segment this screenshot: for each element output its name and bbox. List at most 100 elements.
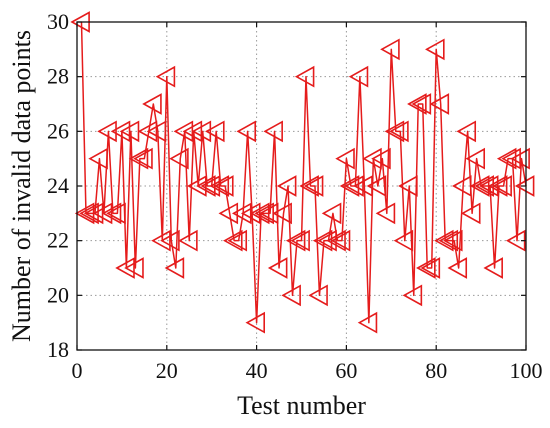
data-point-marker xyxy=(258,202,279,225)
data-point-marker xyxy=(281,284,301,307)
data-point-marker xyxy=(276,175,297,197)
x-axis-label: Test number xyxy=(237,391,366,420)
series-layer xyxy=(70,11,535,334)
data-point-marker xyxy=(249,202,270,225)
data-point-marker xyxy=(438,229,459,252)
data-point-marker xyxy=(146,120,167,143)
data-point-marker xyxy=(443,229,463,252)
y-tick-label: 20 xyxy=(47,282,69,307)
data-point-marker xyxy=(326,229,346,252)
data-point-marker xyxy=(371,147,391,170)
data-point-marker xyxy=(294,65,315,88)
y-tick-label: 18 xyxy=(47,337,69,362)
data-point-marker xyxy=(434,229,454,252)
data-point-marker xyxy=(101,202,122,225)
data-point-marker xyxy=(191,120,212,143)
data-point-marker xyxy=(142,93,162,115)
data-point-marker xyxy=(137,120,158,143)
data-point-marker xyxy=(227,229,248,252)
data-point-marker xyxy=(384,120,405,143)
data-point-marker xyxy=(456,120,477,143)
data-point-marker xyxy=(447,257,468,279)
y-tick-label: 24 xyxy=(47,173,69,198)
data-point-marker xyxy=(236,120,257,143)
data-point-marker xyxy=(178,229,198,252)
data-point-marker xyxy=(79,202,99,225)
data-point-marker xyxy=(407,93,427,115)
x-tick-label: 40 xyxy=(246,358,268,383)
data-point-marker xyxy=(200,175,221,197)
data-point-marker xyxy=(164,257,185,279)
x-tick-label: 0 xyxy=(72,358,83,383)
data-point-marker xyxy=(330,229,351,252)
data-point-marker xyxy=(169,147,189,170)
data-point-marker xyxy=(478,175,499,197)
y-axis-label: Number of invalid data points xyxy=(7,30,36,342)
data-point-marker xyxy=(420,257,441,279)
data-point-marker xyxy=(106,202,126,225)
data-point-marker xyxy=(92,202,113,225)
data-point-marker xyxy=(510,147,530,170)
data-point-marker xyxy=(299,175,319,197)
data-point-marker xyxy=(487,175,508,197)
data-point-marker xyxy=(483,257,503,279)
data-point-marker xyxy=(366,175,387,197)
y-tick-label: 26 xyxy=(47,118,69,143)
data-point-marker xyxy=(133,147,153,170)
y-tick-label: 22 xyxy=(47,228,69,253)
data-point-marker xyxy=(155,65,176,88)
data-point-marker xyxy=(267,257,288,279)
data-point-marker xyxy=(214,175,234,197)
data-point-marker xyxy=(393,229,414,252)
data-point-marker xyxy=(425,38,445,61)
data-point-marker xyxy=(353,175,373,197)
data-point-marker xyxy=(128,147,149,170)
data-point-marker xyxy=(88,147,108,170)
data-point-marker xyxy=(429,93,450,115)
y-tick-label: 28 xyxy=(47,64,69,89)
data-point-marker xyxy=(115,257,135,279)
data-point-marker xyxy=(308,284,328,307)
data-point-marker xyxy=(205,120,225,143)
data-point-marker xyxy=(465,147,486,170)
x-tick-label: 80 xyxy=(425,358,447,383)
data-point-marker xyxy=(182,120,203,143)
y-tick-label: 30 xyxy=(47,9,69,34)
data-point-marker xyxy=(402,284,423,307)
data-point-marker xyxy=(460,202,481,225)
data-point-marker xyxy=(321,202,342,225)
data-point-marker xyxy=(151,229,171,252)
data-point-marker xyxy=(335,147,355,170)
data-point-marker xyxy=(344,175,364,197)
data-point-marker xyxy=(110,120,131,143)
data-point-marker xyxy=(187,175,207,197)
data-point-marker xyxy=(389,120,409,143)
series-line xyxy=(80,21,527,324)
data-point-marker xyxy=(496,147,517,170)
data-point-marker xyxy=(285,229,306,252)
data-point-marker xyxy=(501,147,521,170)
x-tick-label: 60 xyxy=(335,358,357,383)
data-point-marker xyxy=(339,175,360,197)
data-point-marker xyxy=(272,202,292,225)
data-point-marker xyxy=(124,257,144,279)
x-tick-label: 100 xyxy=(510,358,543,383)
data-point-marker xyxy=(398,175,418,197)
data-point-marker xyxy=(97,120,117,143)
data-point-marker xyxy=(375,202,396,225)
data-point-marker xyxy=(317,229,337,252)
x-tick-label: 20 xyxy=(156,358,178,383)
data-point-marker xyxy=(380,38,400,61)
data-point-marker xyxy=(492,175,512,197)
data-point-marker xyxy=(303,175,324,197)
data-point-marker xyxy=(290,229,310,252)
data-point-marker xyxy=(357,311,378,334)
ticks: 0 20 40 60 80 100 18 20 22 24 26 28 30 xyxy=(47,9,543,383)
data-point-marker xyxy=(223,229,243,252)
data-point-marker xyxy=(362,147,382,170)
data-point-marker xyxy=(416,257,436,279)
data-point-marker xyxy=(348,65,369,88)
data-point-marker xyxy=(209,175,230,197)
